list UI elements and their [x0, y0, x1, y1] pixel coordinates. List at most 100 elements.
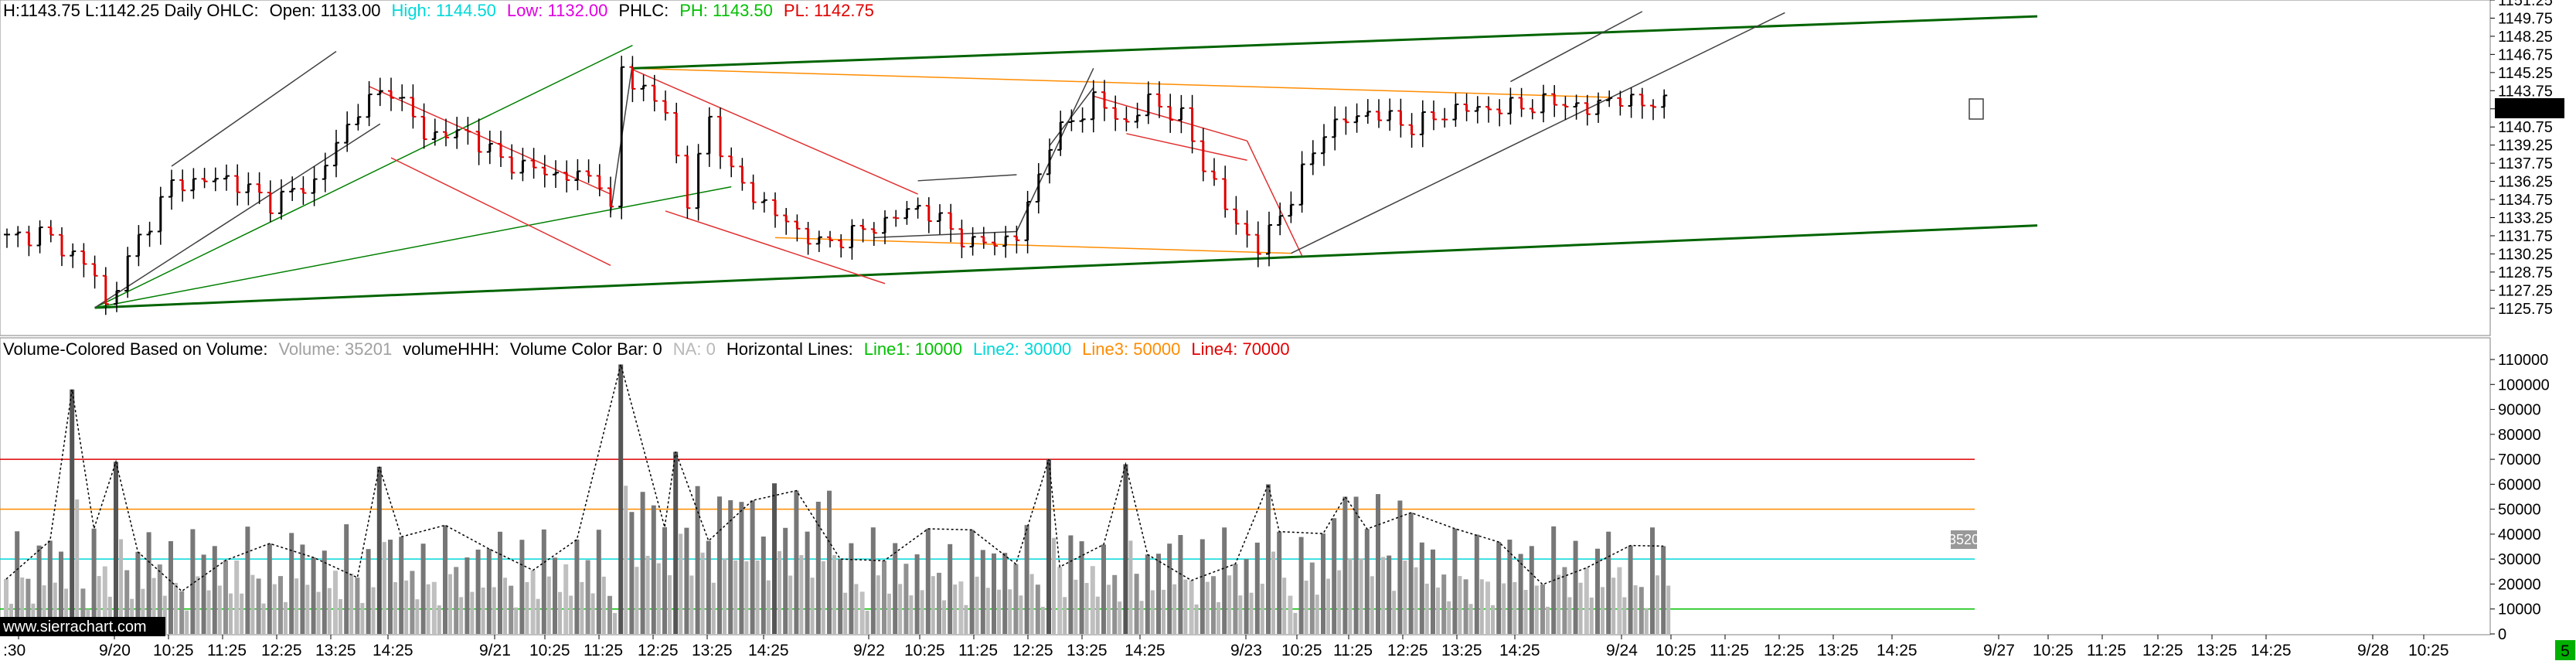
candle	[1573, 94, 1580, 120]
trendline[interactable]	[873, 230, 1017, 239]
volume-bar	[553, 557, 557, 634]
volume-bar-secondary	[635, 567, 639, 634]
candle	[717, 107, 723, 169]
candle	[1266, 211, 1272, 267]
volume-bar	[15, 531, 20, 634]
trendline[interactable]	[390, 157, 611, 266]
candle	[1254, 221, 1261, 267]
candle	[168, 169, 175, 210]
price-tick-label: 1130.25	[2498, 246, 2553, 263]
x-tick-label: 11:25	[958, 642, 998, 659]
volume-bar	[1431, 549, 1435, 634]
trendline[interactable]	[171, 50, 337, 167]
volume-bar	[1156, 554, 1161, 634]
candle	[1661, 89, 1668, 119]
x-tick-label: 10:25	[1656, 642, 1696, 659]
volume-bar-secondary	[1403, 560, 1407, 634]
trendline[interactable]	[94, 123, 381, 308]
volume-bar-secondary	[788, 575, 793, 634]
volume-bar-secondary	[1479, 579, 1484, 634]
trendline[interactable]	[94, 224, 2038, 309]
header-item: Line2: 30000	[973, 339, 1071, 359]
volume-bar-secondary	[689, 575, 694, 634]
volume-bar	[1244, 559, 1249, 634]
candle	[948, 203, 955, 243]
candle	[333, 129, 339, 178]
volume-bar-secondary	[645, 555, 650, 634]
volume-bar	[541, 529, 546, 634]
volume-bar	[530, 570, 536, 634]
candle	[388, 77, 394, 111]
candle	[1057, 111, 1064, 156]
candle	[366, 81, 373, 127]
trendline[interactable]	[665, 210, 886, 285]
volume-bar-secondary	[1118, 601, 1122, 634]
trendline[interactable]	[1246, 140, 1303, 257]
volume-panel: 1100001000009000080000700006000050000400…	[0, 337, 2550, 643]
volume-bar-secondary	[1150, 590, 1155, 634]
candle	[651, 74, 658, 112]
candle	[509, 144, 516, 180]
trendline[interactable]	[774, 237, 1291, 254]
price-tick-label: 1140.75	[2498, 119, 2553, 136]
trendline[interactable]	[1510, 11, 1643, 83]
candle	[1332, 106, 1339, 151]
candle	[1562, 96, 1569, 121]
volume-bar-secondary	[887, 593, 891, 634]
volume-bar	[882, 560, 886, 634]
candle	[815, 230, 822, 253]
x-tick-label: 13:25	[1067, 642, 1108, 659]
volume-bar	[1650, 527, 1655, 634]
x-tick-label: 9/21	[479, 642, 511, 659]
volume-bar-secondary	[733, 560, 738, 634]
volume-bar	[1419, 542, 1424, 634]
header-item: NA: 0	[673, 339, 716, 359]
volume-bar	[519, 540, 525, 634]
trendline[interactable]	[1291, 12, 1785, 254]
corner-badge[interactable]	[2555, 640, 2575, 660]
trendline[interactable]	[632, 15, 2038, 70]
volume-bar-secondary	[141, 588, 145, 634]
volume-bar-secondary	[1326, 578, 1330, 634]
header-item: H:1143.75 L:1142.25 Daily OHLC:	[3, 1, 259, 20]
trendline[interactable]	[1126, 133, 1247, 161]
candle	[1035, 162, 1042, 214]
volume-bar-secondary	[1238, 595, 1243, 634]
volume-bar-secondary	[590, 593, 595, 634]
x-tick-label: 12:25	[1012, 642, 1053, 659]
volume-bar-secondary	[1040, 606, 1045, 634]
volume-bar-secondary	[1491, 605, 1495, 634]
x-tick-label: 9/23	[1230, 642, 1262, 659]
volume-bar-secondary	[229, 593, 233, 634]
volume-bar	[1452, 528, 1458, 634]
candle	[937, 204, 943, 235]
volume-tick-label: 0	[2498, 626, 2506, 643]
volume-bar	[1518, 554, 1523, 634]
header-item: Open: 1133.00	[270, 1, 381, 20]
volume-bar	[376, 466, 382, 634]
volume-bar	[739, 502, 744, 634]
candle	[1551, 85, 1558, 118]
volume-bar-secondary	[613, 612, 617, 634]
trendline[interactable]	[917, 174, 1017, 182]
trendline[interactable]	[1016, 68, 1094, 232]
volume-bar	[124, 570, 130, 634]
volume-bar	[509, 585, 514, 634]
trendline[interactable]	[632, 67, 1610, 98]
volume-bar	[190, 529, 196, 634]
volume-bar	[267, 543, 272, 634]
volume-bar	[815, 502, 821, 634]
trendline[interactable]	[94, 186, 732, 308]
volume-bar	[706, 540, 711, 634]
header-item: Volume: 35201	[278, 339, 392, 359]
candle	[1353, 103, 1360, 133]
volume-bar-secondary	[404, 580, 409, 634]
volume-bar-secondary	[20, 577, 25, 634]
price-tick-label: 1127.25	[2498, 282, 2553, 299]
volume-bar-secondary	[700, 552, 705, 634]
candle	[443, 118, 449, 147]
volume-bar-secondary	[1183, 579, 1188, 634]
trendline[interactable]	[94, 44, 633, 308]
trendline[interactable]	[632, 69, 918, 195]
x-tick-label: 11:25	[1333, 642, 1373, 659]
